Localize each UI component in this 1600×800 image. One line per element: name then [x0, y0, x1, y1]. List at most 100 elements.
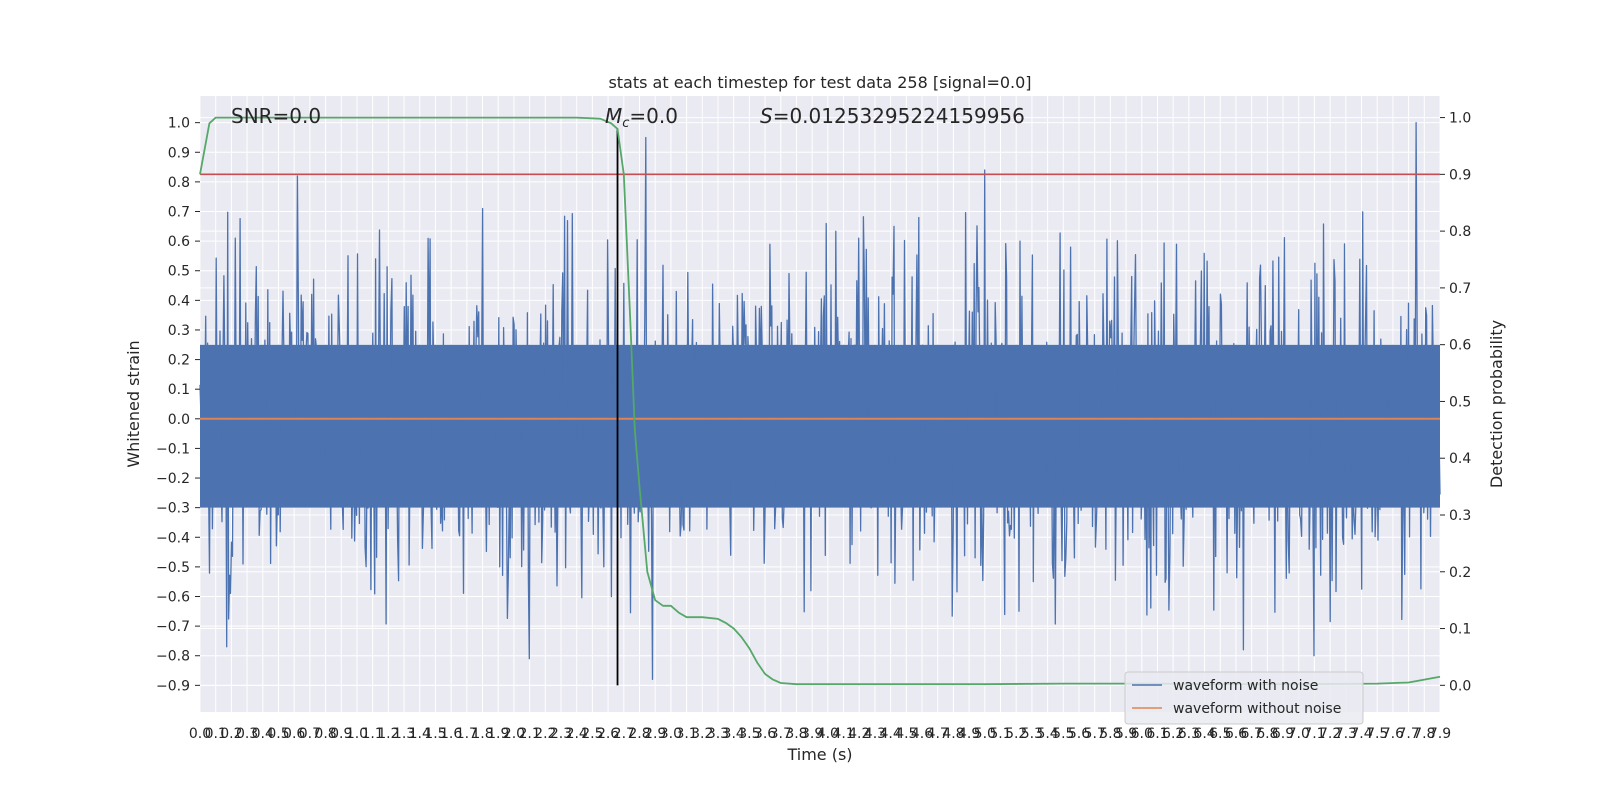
y-tick-label: −0.5: [156, 560, 190, 576]
y-axis-left: 1.0 0.9 0.8 0.7 0.6 0.5 0.4 0.3 0.2 0.1 0.0 −0.1 −0.…: [156, 116, 200, 694]
x-tick-label: 0.4: [252, 726, 274, 742]
y2-tick-label: 0.8: [1449, 224, 1471, 240]
x-tick-label: 7.5: [1366, 726, 1388, 742]
s-value: =0.01253295224159956: [773, 104, 1025, 128]
y-tick-label: 0.6: [168, 234, 190, 250]
x-tick-label: 4.7: [927, 726, 949, 742]
y2-tick-label: 0.4: [1449, 451, 1471, 467]
x-tick-label: 5.5: [1052, 726, 1074, 742]
x-tick-label: 1.4: [409, 726, 431, 742]
x-tick-label: 7.2: [1319, 726, 1341, 742]
x-tick-label: 2.8: [628, 726, 650, 742]
y-tick-label: −0.6: [156, 590, 190, 606]
y-tick-label: −0.4: [156, 530, 190, 546]
x-tick-label: 1.7: [456, 726, 478, 742]
y-tick-label: 0.5: [168, 264, 190, 280]
x-tick-label: 0.7: [299, 726, 321, 742]
x-tick-label: 0.1: [205, 726, 227, 742]
x-tick-label: 1.8: [471, 726, 493, 742]
y-tick-label: 0.7: [168, 205, 190, 221]
y-tick-label: −0.9: [156, 678, 190, 694]
y2-tick-label: 0.7: [1449, 281, 1471, 297]
y2-tick-label: 1.0: [1449, 111, 1471, 127]
x-tick-label: 3.1: [675, 726, 697, 742]
x-axis: 0.00.10.20.30.40.50.60.70.80.91.01.11.21…: [189, 726, 1451, 742]
x-tick-label: 2.7: [613, 726, 635, 742]
x-tick-label: 4.2: [848, 726, 870, 742]
x-tick-label: 7.8: [1413, 726, 1435, 742]
y-tick-label: 0.4: [168, 293, 190, 309]
legend: waveform with noise waveform without noi…: [1124, 671, 1364, 725]
legend-label-clean: waveform without noise: [1173, 701, 1341, 717]
x-tick-label: 4.1: [832, 726, 854, 742]
y-tick-label: −0.8: [156, 649, 190, 665]
noise-waveform-series: [199, 122, 1441, 681]
y2-tick-label: 0.2: [1449, 565, 1471, 581]
x-tick-label: 3.0: [660, 726, 682, 742]
x-tick-label: 7.4: [1350, 726, 1372, 742]
x-axis-label: Time (s): [786, 745, 852, 764]
x-tick-label: 3.4: [723, 726, 745, 742]
x-tick-label: 6.8: [1256, 726, 1278, 742]
x-tick-label: 2.4: [566, 726, 588, 742]
x-tick-label: 0.6: [283, 726, 305, 742]
x-tick-label: 4.0: [817, 726, 839, 742]
x-tick-label: 3.7: [770, 726, 792, 742]
noise-waveform-line: [199, 122, 1441, 681]
y-tick-label: −0.3: [156, 501, 190, 517]
probability-series: [199, 116, 1441, 686]
x-tick-label: 2.6: [597, 726, 619, 742]
y-tick-label: 1.0: [168, 116, 190, 132]
x-tick-label: 6.1: [1146, 726, 1168, 742]
x-tick-label: 4.8: [942, 726, 964, 742]
x-tick-label: 4.9: [958, 726, 980, 742]
x-tick-label: 5.7: [1084, 726, 1106, 742]
x-tick-label: 3.3: [707, 726, 729, 742]
x-tick-label: 6.2: [1162, 726, 1184, 742]
x-tick-label: 0.0: [189, 726, 211, 742]
x-tick-label: 2.1: [518, 726, 540, 742]
x-tick-label: 1.3: [393, 726, 415, 742]
x-tick-label: 6.3: [1178, 726, 1200, 742]
y-tick-label: −0.2: [156, 471, 190, 487]
chart-title: stats at each timestep for test data 258…: [608, 73, 1031, 92]
y-tick-label: 0.8: [168, 175, 190, 191]
x-tick-label: 0.2: [220, 726, 242, 742]
y-axis-label: Whitened strain: [124, 340, 143, 467]
x-tick-label: 3.6: [754, 726, 776, 742]
x-tick-label: 6.4: [1193, 726, 1215, 742]
y-tick-label: 0.9: [168, 145, 190, 161]
x-tick-label: 3.8: [785, 726, 807, 742]
x-tick-label: 1.1: [362, 726, 384, 742]
x-tick-label: 5.8: [1099, 726, 1121, 742]
x-tick-label: 0.9: [330, 726, 352, 742]
x-tick-label: 2.5: [581, 726, 603, 742]
x-tick-label: 5.4: [1036, 726, 1058, 742]
x-tick-label: 6.6: [1225, 726, 1247, 742]
snr-annotation: SNR=0.0: [231, 104, 321, 128]
x-tick-label: 1.5: [424, 726, 446, 742]
x-tick-label: 5.1: [989, 726, 1011, 742]
x-tick-label: 2.0: [503, 726, 525, 742]
y-tick-label: −0.7: [156, 619, 190, 635]
x-tick-label: 4.3: [864, 726, 886, 742]
x-tick-label: 7.6: [1382, 726, 1404, 742]
x-tick-label: 2.2: [534, 726, 556, 742]
y-tick-label: 0.0: [168, 412, 190, 428]
s-symbol: S: [760, 104, 773, 128]
x-tick-label: 7.7: [1397, 726, 1419, 742]
x-tick-label: 0.3: [236, 726, 258, 742]
y2-tick-label: 0.3: [1449, 508, 1471, 524]
x-tick-label: 2.9: [644, 726, 666, 742]
x-tick-label: 6.9: [1272, 726, 1294, 742]
legend-box: [1124, 671, 1364, 725]
x-tick-label: 5.0: [974, 726, 996, 742]
x-tick-label: 3.2: [691, 726, 713, 742]
x-tick-label: 5.2: [1005, 726, 1027, 742]
y2-tick-label: 0.5: [1449, 394, 1471, 410]
x-tick-label: 1.9: [487, 726, 509, 742]
x-tick-label: 1.2: [377, 726, 399, 742]
x-tick-label: 7.3: [1335, 726, 1357, 742]
x-tick-label: 0.8: [314, 726, 336, 742]
x-tick-label: 7.0: [1288, 726, 1310, 742]
